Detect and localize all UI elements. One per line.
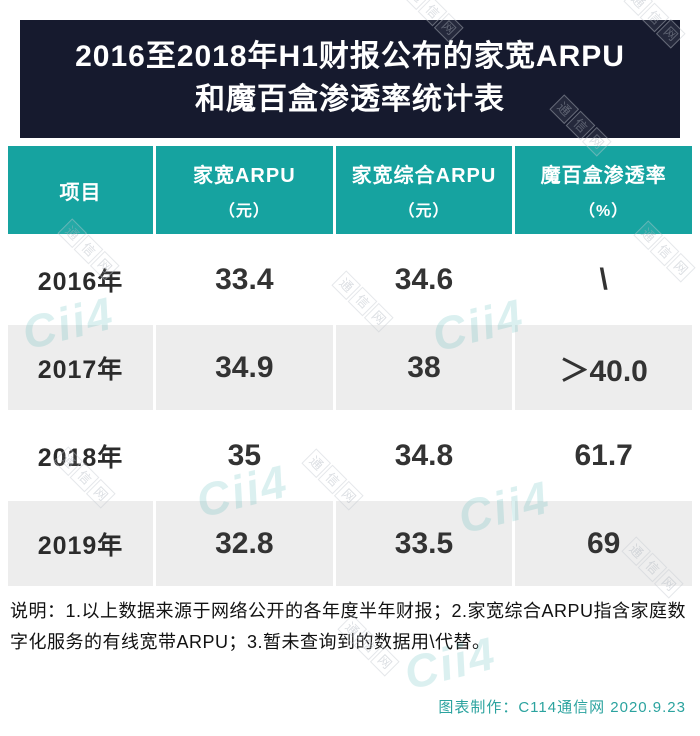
value-cell: ＞40.0 — [515, 325, 692, 410]
year-cell: 2019年 — [8, 501, 153, 586]
title-line-2: 和魔百盒渗透率统计表 — [195, 83, 505, 116]
value-cell: 35 — [156, 413, 333, 498]
header-cell-item: 项目 — [8, 146, 153, 234]
value-cell: 32.8 — [156, 501, 333, 586]
title-line-1: 2016至2018年H1财报公布的家宽ARPU — [75, 40, 625, 73]
header-cell-penetration: 魔百盒渗透率 （%） — [515, 146, 692, 234]
value-cell: 33.5 — [335, 501, 513, 586]
header-unit: （元） — [218, 203, 270, 220]
value-cell: 34.6 — [335, 237, 513, 322]
header-cell-broadband-arpu: 家宽ARPU （元） — [156, 146, 333, 234]
value-cell: \ — [515, 237, 692, 322]
header-unit: （元） — [398, 203, 450, 220]
value-cell: 34.8 — [335, 413, 513, 498]
year-cell: 2018年 — [8, 413, 153, 498]
header-label: 魔百盒渗透率 — [540, 165, 667, 187]
statistics-table: 项目 家宽ARPU （元） 家宽综合ARPU （元） 魔百盒渗透率 （%） 20… — [8, 146, 692, 586]
value-cell: 69 — [515, 501, 692, 586]
header-label: 家宽综合ARPU — [351, 165, 497, 187]
value-cell: 33.4 — [156, 237, 333, 322]
footnote-text: 说明：1.以上数据来源于网络公开的各年度半年财报；2.家宽综合ARPU指含家庭数… — [10, 601, 687, 652]
value-cell: 38 — [335, 325, 513, 410]
year-cell: 2016年 — [8, 237, 153, 322]
header-label: 项目 — [59, 181, 102, 204]
header-cell-composite-arpu: 家宽综合ARPU （元） — [335, 146, 513, 234]
header-unit: （%） — [579, 203, 629, 220]
credit-line: 图表制作：C114通信网 2020.9.23 — [438, 699, 686, 716]
value-cell: 61.7 — [515, 413, 692, 498]
value-cell: 34.9 — [156, 325, 333, 410]
header-label: 家宽ARPU — [192, 165, 296, 187]
title-banner: 2016至2018年H1财报公布的家宽ARPU 和魔百盒渗透率统计表 — [20, 20, 680, 138]
year-cell: 2017年 — [8, 325, 153, 410]
